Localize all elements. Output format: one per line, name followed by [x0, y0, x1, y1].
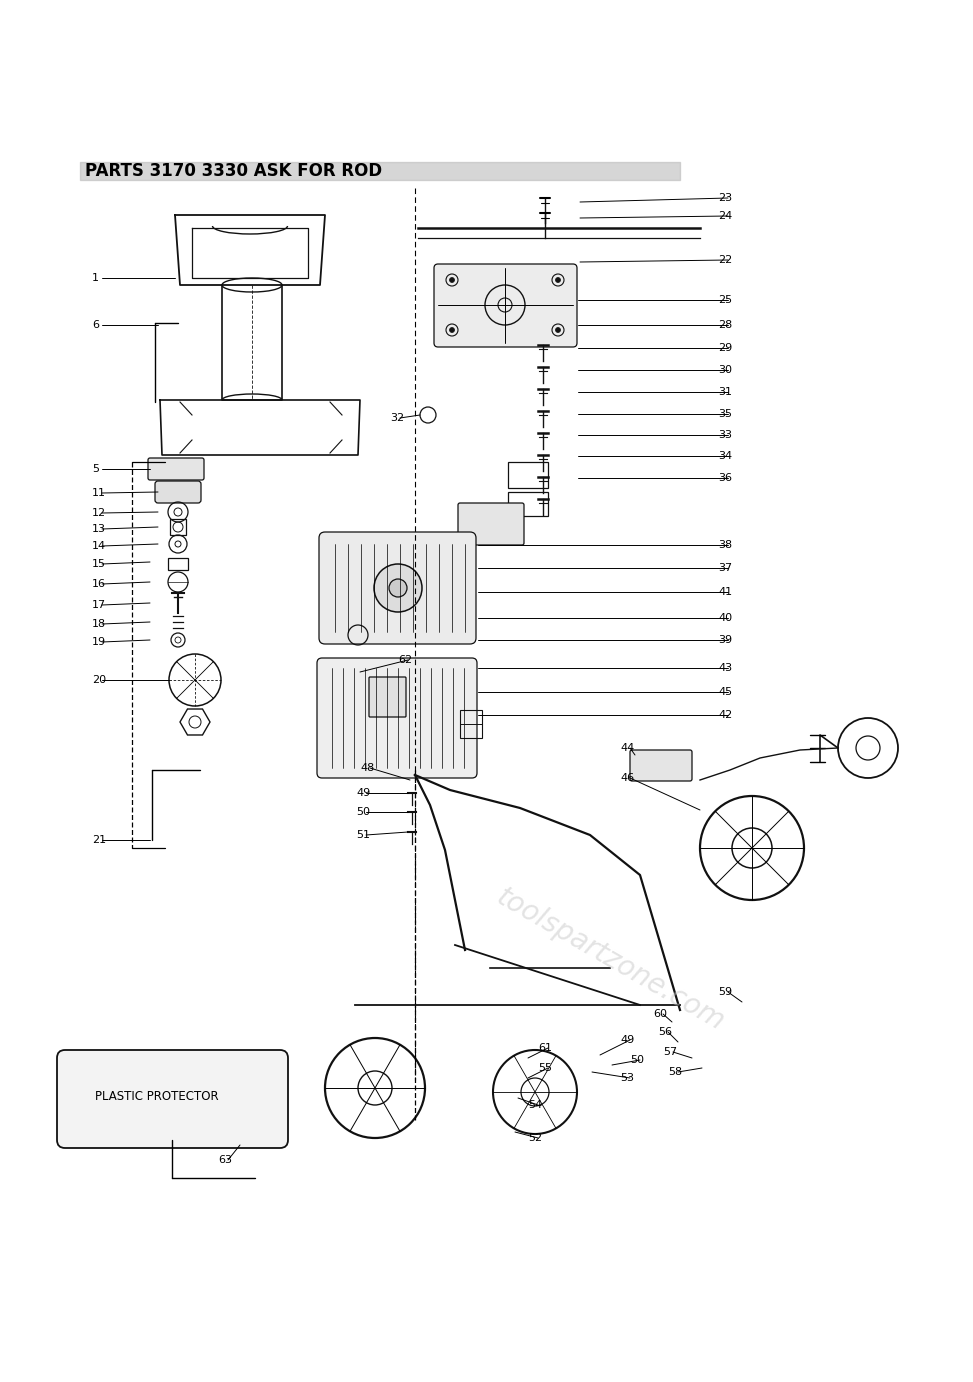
Text: 57: 57 [663, 1048, 677, 1057]
Text: 59: 59 [718, 987, 732, 996]
Text: 49: 49 [356, 788, 371, 797]
Text: 56: 56 [658, 1027, 672, 1036]
Text: 37: 37 [718, 562, 732, 574]
Text: 34: 34 [718, 451, 732, 462]
Text: 62: 62 [398, 655, 413, 665]
FancyBboxPatch shape [369, 677, 406, 717]
Text: 30: 30 [718, 365, 732, 375]
Text: 11: 11 [92, 488, 106, 498]
Text: 6: 6 [92, 321, 99, 330]
Text: 43: 43 [718, 663, 732, 673]
Text: 60: 60 [653, 1009, 667, 1019]
Text: 53: 53 [620, 1072, 634, 1083]
Bar [508, 492, 548, 515]
Text: PLASTIC PROTECTOR: PLASTIC PROTECTOR [95, 1090, 219, 1103]
Text: 14: 14 [92, 540, 106, 551]
Text: 21: 21 [92, 835, 106, 844]
FancyBboxPatch shape [630, 750, 692, 781]
Text: 41: 41 [718, 587, 732, 597]
Text: 17: 17 [92, 600, 106, 609]
Text: 48: 48 [360, 763, 375, 773]
Text: 16: 16 [92, 579, 106, 589]
Text: 13: 13 [92, 524, 106, 533]
Circle shape [374, 564, 422, 612]
Text: 29: 29 [718, 343, 733, 352]
Text: 1: 1 [92, 274, 99, 283]
Text: 5: 5 [92, 464, 99, 474]
Text: 31: 31 [718, 387, 732, 397]
Text: 55: 55 [538, 1063, 552, 1072]
Text: 50: 50 [630, 1054, 644, 1066]
Text: 20: 20 [92, 674, 106, 685]
Bar [170, 520, 186, 535]
Text: 19: 19 [92, 637, 106, 647]
Text: 23: 23 [718, 193, 732, 203]
Circle shape [389, 579, 407, 597]
FancyBboxPatch shape [317, 658, 477, 778]
Text: 45: 45 [718, 687, 732, 697]
FancyBboxPatch shape [57, 1050, 288, 1148]
Text: 50: 50 [356, 807, 370, 817]
Text: 32: 32 [390, 413, 404, 423]
Text: 49: 49 [620, 1035, 634, 1045]
Text: 18: 18 [92, 619, 106, 629]
Bar [460, 710, 482, 738]
Circle shape [556, 328, 560, 333]
Text: 42: 42 [718, 710, 733, 720]
Text: 33: 33 [718, 430, 732, 439]
Bar [508, 462, 548, 488]
Text: 39: 39 [718, 634, 732, 645]
Circle shape [556, 278, 560, 282]
Text: 54: 54 [528, 1100, 542, 1110]
Text: 61: 61 [538, 1043, 552, 1053]
Text: 58: 58 [668, 1067, 682, 1077]
Text: PARTS 3170 3330 ASK FOR ROD: PARTS 3170 3330 ASK FOR ROD [85, 162, 382, 180]
FancyBboxPatch shape [434, 264, 577, 347]
FancyBboxPatch shape [155, 481, 201, 503]
Text: 36: 36 [718, 473, 732, 482]
Text: 44: 44 [620, 744, 634, 753]
Text: 25: 25 [718, 294, 732, 305]
Text: 40: 40 [718, 614, 732, 623]
Text: 15: 15 [92, 558, 106, 569]
Circle shape [450, 328, 454, 333]
Text: 35: 35 [718, 409, 732, 419]
Text: toolspartzone.com: toolspartzone.com [491, 883, 729, 1036]
Circle shape [450, 278, 454, 282]
Text: 63: 63 [218, 1155, 232, 1165]
Text: 24: 24 [718, 211, 733, 221]
FancyBboxPatch shape [458, 503, 524, 545]
Text: 51: 51 [356, 831, 370, 840]
Text: 46: 46 [620, 773, 634, 784]
FancyBboxPatch shape [148, 457, 204, 480]
Text: 28: 28 [718, 321, 733, 330]
Text: 22: 22 [718, 256, 733, 265]
Text: 12: 12 [92, 509, 106, 518]
FancyBboxPatch shape [319, 532, 476, 644]
Text: 52: 52 [528, 1133, 542, 1143]
Text: 38: 38 [718, 540, 732, 550]
